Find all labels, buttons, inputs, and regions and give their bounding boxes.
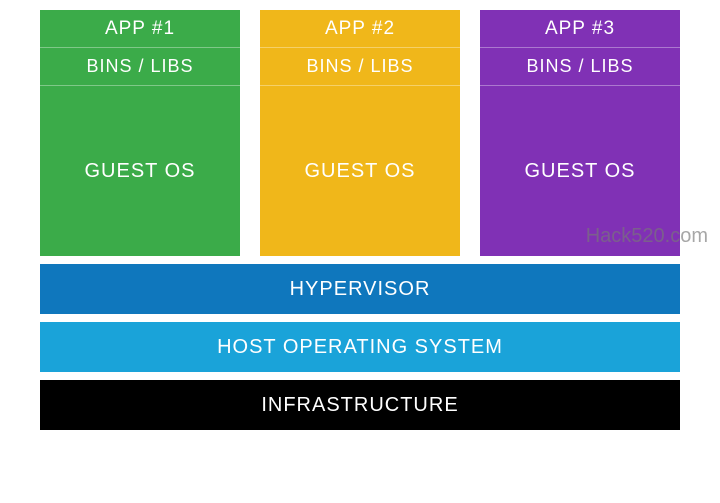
infrastructure-layer: INFRASTRUCTURE (40, 380, 680, 430)
bins-libs-label: BINS / LIBS (480, 48, 680, 86)
virtualization-diagram: APP #1 BINS / LIBS GUEST OS APP #2 BINS … (0, 0, 720, 440)
hypervisor-layer: HYPERVISOR (40, 264, 680, 314)
vm-column-3: APP #3 BINS / LIBS GUEST OS (480, 10, 680, 256)
host-os-layer: HOST OPERATING SYSTEM (40, 322, 680, 372)
bins-libs-label: BINS / LIBS (40, 48, 240, 86)
app-label: APP #2 (260, 10, 460, 48)
watermark-zhihu: 知乎 @欣然 (621, 473, 706, 497)
app-label: APP #1 (40, 10, 240, 48)
vm-column-1: APP #1 BINS / LIBS GUEST OS (40, 10, 240, 256)
guest-os-label: GUEST OS (40, 86, 240, 256)
guest-os-label: GUEST OS (480, 86, 680, 256)
app-label: APP #3 (480, 10, 680, 48)
vm-column-2: APP #2 BINS / LIBS GUEST OS (260, 10, 460, 256)
bins-libs-label: BINS / LIBS (260, 48, 460, 86)
guest-os-label: GUEST OS (260, 86, 460, 256)
vm-columns-row: APP #1 BINS / LIBS GUEST OS APP #2 BINS … (40, 10, 680, 256)
